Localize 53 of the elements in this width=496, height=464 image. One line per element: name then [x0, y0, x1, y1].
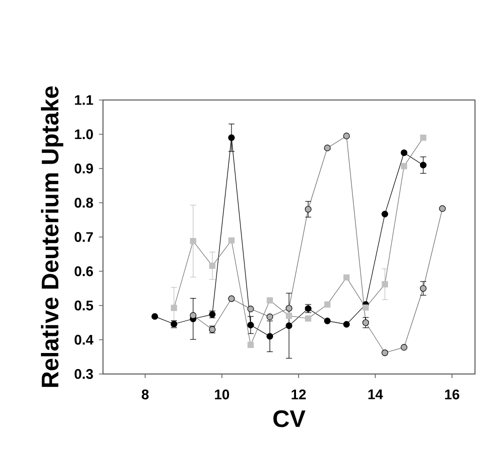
y-tick-label: 0.6	[74, 266, 93, 276]
point	[400, 149, 408, 156]
point	[324, 318, 331, 324]
point	[247, 306, 254, 312]
point	[209, 262, 216, 269]
point	[439, 205, 446, 212]
y-tick-label: 0.5	[74, 300, 94, 310]
point	[324, 301, 330, 308]
point	[382, 349, 388, 356]
x-tick-label: 16	[445, 390, 460, 400]
point	[400, 344, 408, 351]
point	[190, 238, 196, 244]
x-tick-label: 14	[368, 390, 383, 400]
point	[248, 342, 254, 348]
point	[343, 274, 350, 281]
y-tick-label: 0.7	[74, 232, 93, 242]
point	[228, 237, 235, 244]
y-tick-label: 0.9	[74, 164, 93, 174]
point	[304, 206, 312, 213]
y-tick-label: 1.1	[74, 95, 94, 105]
x-tick-label: 10	[215, 390, 230, 400]
y-tick-label: 0.4	[74, 334, 94, 345]
x-tick-label: 8	[142, 390, 149, 400]
point	[266, 297, 273, 304]
point	[247, 322, 254, 328]
point	[286, 322, 292, 330]
point	[382, 210, 388, 218]
point	[305, 315, 312, 322]
y-tick-label: 0.8	[74, 198, 94, 208]
point	[228, 134, 235, 141]
point	[382, 281, 388, 288]
point	[362, 304, 369, 311]
y-tick-label: 1.0	[74, 129, 93, 140]
point	[343, 132, 350, 140]
y-tick-label: 0.3	[74, 369, 93, 379]
point	[286, 304, 292, 312]
point	[190, 312, 196, 319]
y-axis-title: Relative Deuterium Uptake	[40, 86, 64, 387]
point	[170, 304, 178, 311]
x-tick-label: 12	[292, 390, 306, 400]
point	[420, 162, 427, 168]
point	[228, 295, 235, 302]
point	[400, 163, 408, 170]
point	[151, 313, 158, 320]
point	[343, 321, 350, 328]
point	[266, 333, 274, 340]
point	[420, 285, 427, 292]
point	[362, 319, 369, 326]
point	[324, 144, 331, 152]
point	[286, 312, 292, 319]
x-axis-title: CV	[273, 410, 306, 428]
point	[420, 134, 426, 141]
point	[266, 314, 274, 320]
